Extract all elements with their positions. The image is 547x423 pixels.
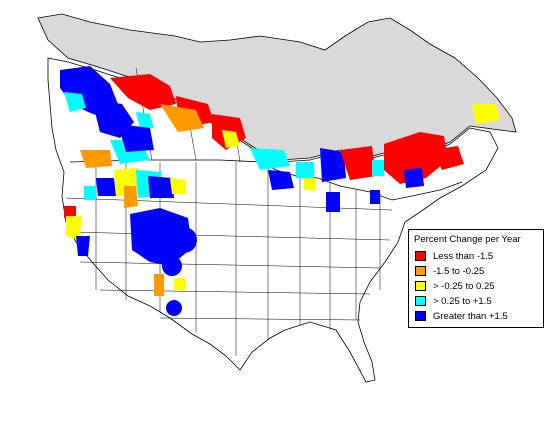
patch-red <box>432 146 464 170</box>
legend-item: -1.5 to -0.25 <box>415 265 484 277</box>
north-america-land <box>47 57 499 383</box>
legend-swatch-cyan <box>415 296 426 306</box>
patch-blue <box>268 170 294 190</box>
patch-red <box>384 132 448 184</box>
patch-yellow <box>66 216 82 240</box>
patch-blue <box>326 192 340 212</box>
legend-label: Less than -1.5 <box>433 250 494 262</box>
legend-swatch-yellow <box>415 281 426 291</box>
legend-item: > -0.25 to 0.25 <box>415 280 495 292</box>
patch-blue <box>148 224 164 240</box>
patch-red <box>110 74 176 110</box>
patch-blue <box>166 300 182 316</box>
patch-cyan <box>64 92 86 112</box>
patch-yellow <box>472 104 500 124</box>
patch-blue <box>162 256 182 276</box>
patch-yellow <box>222 130 240 148</box>
patch-blue <box>148 176 174 198</box>
patch-cyan <box>296 162 314 178</box>
patch-cyan <box>250 148 290 170</box>
patch-blue <box>404 168 424 188</box>
patch-orange <box>124 186 138 208</box>
patch-blue <box>76 236 90 256</box>
patch-cyan <box>136 112 154 128</box>
legend-swatch-blue <box>415 311 426 321</box>
legend-swatch-red <box>415 251 426 261</box>
patch-yellow <box>170 178 186 194</box>
legend-item: Greater than +1.5 <box>415 310 508 322</box>
legend-label: -1.5 to -0.25 <box>433 265 485 277</box>
patch-orange <box>80 150 112 168</box>
legend-label: > -0.25 to 0.25 <box>433 280 495 292</box>
patch-orange <box>160 104 204 132</box>
patch-red <box>340 146 376 180</box>
legend-title: Percent Change per Year <box>414 234 521 245</box>
patch-cyan <box>84 186 96 200</box>
data-patches <box>60 66 500 316</box>
legend-item: Less than -1.5 <box>415 250 493 262</box>
patch-yellow <box>304 178 316 190</box>
patch-blue <box>171 227 197 253</box>
patch-blue <box>370 190 380 204</box>
patch-blue <box>96 178 116 196</box>
patch-yellow <box>174 278 186 290</box>
legend-item: > 0.25 to +1.5 <box>415 295 492 307</box>
patch-blue <box>118 124 154 152</box>
legend-label: > 0.25 to +1.5 <box>433 295 492 307</box>
legend-label: Greater than +1.5 <box>433 310 508 322</box>
patch-orange <box>154 274 164 296</box>
legend-swatch-orange <box>415 266 426 276</box>
patch-cyan <box>372 160 384 176</box>
canada-us-border <box>69 159 463 201</box>
patch-blue <box>320 148 346 182</box>
legend: Percent Change per Year Less than -1.5 -… <box>408 229 544 328</box>
patch-red <box>64 206 76 218</box>
